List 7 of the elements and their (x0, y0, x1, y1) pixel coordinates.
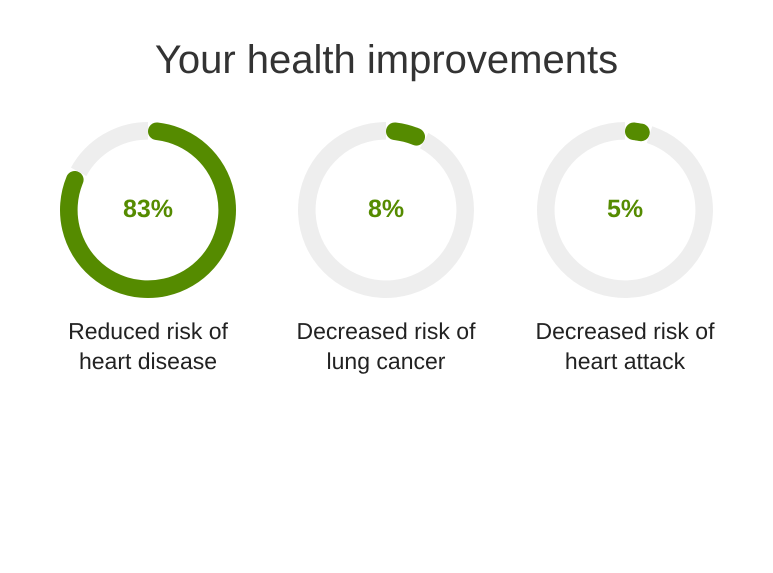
text: Your health improvements (154, 38, 620, 83)
text: Reduced risk of heart disease (67, 317, 229, 376)
data-label: 5% (606, 194, 644, 223)
data-label: 83% (122, 194, 174, 223)
text: Decreased risk of heart attack (534, 317, 716, 376)
data-label: 8% (368, 194, 404, 223)
text: Decreased risk of lung cancer (296, 317, 476, 376)
